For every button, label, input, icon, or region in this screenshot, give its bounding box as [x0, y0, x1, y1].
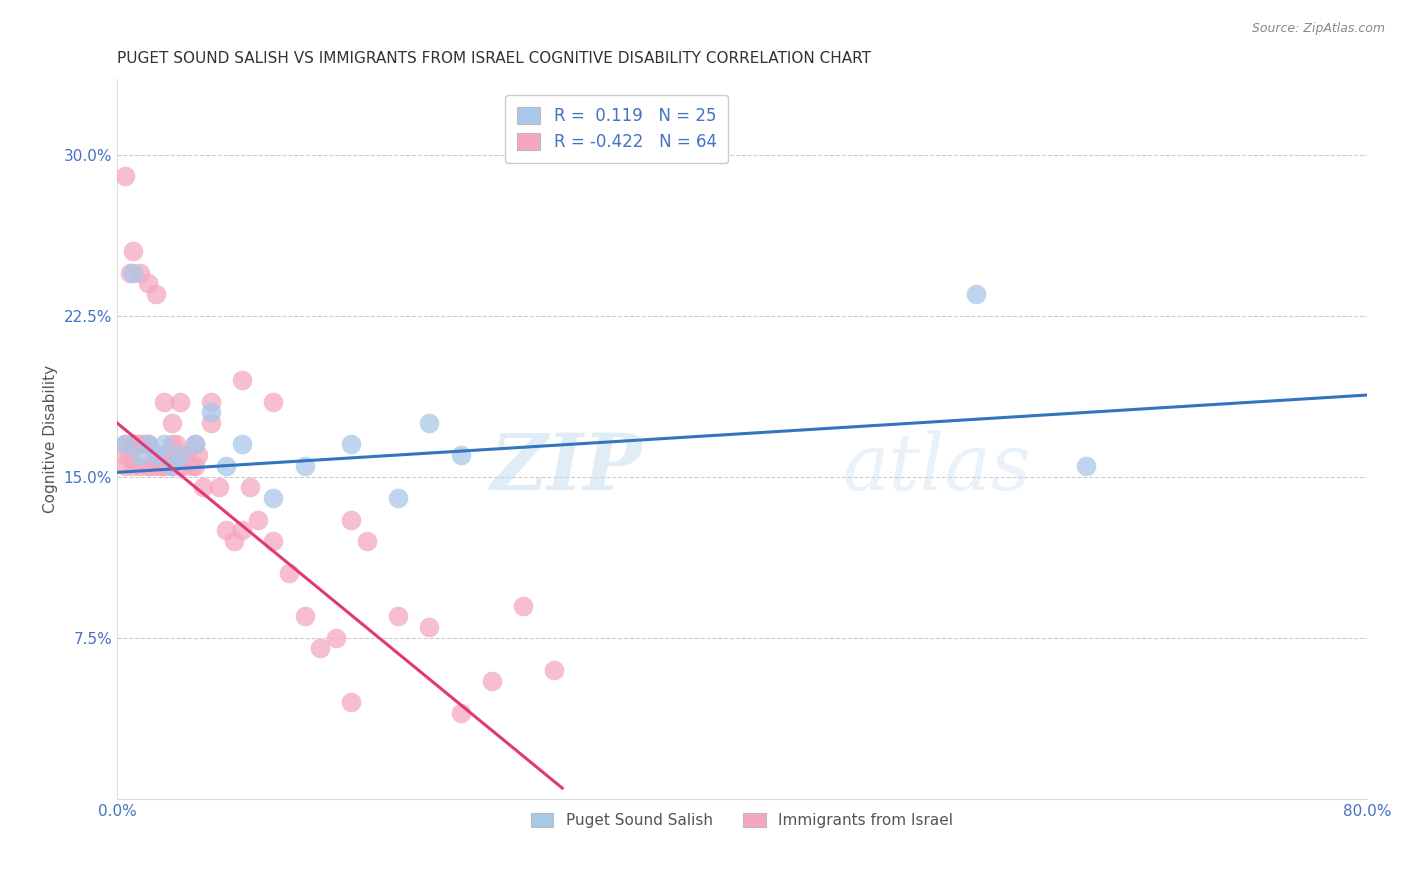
Point: [176, 448, 198, 462]
Point: [169, 458, 191, 473]
Point: [200, 416, 222, 430]
Text: PUGET SOUND SALISH VS IMMIGRANTS FROM ISRAEL COGNITIVE DISABILITY CORRELATION CH: PUGET SOUND SALISH VS IMMIGRANTS FROM IS…: [117, 51, 872, 66]
Point: [340, 695, 363, 709]
Point: [114, 437, 136, 451]
Point: [450, 706, 472, 720]
Point: [418, 620, 440, 634]
Point: [141, 458, 163, 473]
Point: [231, 373, 253, 387]
Point: [262, 394, 284, 409]
Point: [149, 458, 172, 473]
Point: [160, 458, 183, 473]
Point: [125, 437, 148, 451]
Point: [277, 566, 299, 581]
Point: [145, 448, 167, 462]
Point: [387, 609, 409, 624]
Point: [262, 534, 284, 549]
Point: [169, 394, 191, 409]
Point: [200, 405, 222, 419]
Legend: Puget Sound Salish, Immigrants from Israel: Puget Sound Salish, Immigrants from Isra…: [524, 806, 959, 834]
Point: [121, 244, 143, 259]
Point: [153, 448, 176, 462]
Point: [136, 458, 159, 473]
Point: [169, 448, 191, 462]
Text: Source: ZipAtlas.com: Source: ZipAtlas.com: [1251, 22, 1385, 36]
Point: [309, 641, 332, 656]
Point: [481, 673, 503, 688]
Point: [184, 437, 207, 451]
Point: [512, 599, 534, 613]
Point: [160, 416, 183, 430]
Point: [224, 534, 246, 549]
Point: [153, 394, 176, 409]
Point: [129, 448, 152, 462]
Point: [129, 458, 152, 473]
Point: [181, 458, 204, 473]
Point: [145, 458, 167, 473]
Point: [153, 458, 176, 473]
Point: [160, 458, 183, 473]
Point: [136, 437, 159, 451]
Point: [145, 448, 167, 462]
Point: [114, 437, 136, 451]
Point: [231, 524, 253, 538]
Point: [121, 437, 143, 451]
Point: [114, 458, 136, 473]
Point: [356, 534, 378, 549]
Point: [294, 609, 316, 624]
Point: [1074, 458, 1097, 473]
Point: [239, 480, 262, 494]
Point: [134, 437, 156, 451]
Point: [246, 513, 269, 527]
Point: [231, 437, 253, 451]
Point: [262, 491, 284, 505]
Point: [215, 524, 238, 538]
Point: [114, 169, 136, 183]
Point: [207, 480, 229, 494]
Point: [965, 287, 987, 301]
Text: ZIP: ZIP: [491, 430, 643, 506]
Point: [184, 437, 207, 451]
Point: [387, 491, 409, 505]
Point: [118, 266, 141, 280]
Point: [325, 631, 347, 645]
Point: [136, 277, 159, 291]
Point: [184, 458, 207, 473]
Text: atlas: atlas: [842, 430, 1031, 506]
Point: [187, 448, 209, 462]
Point: [172, 458, 194, 473]
Point: [191, 480, 214, 494]
Point: [121, 458, 143, 473]
Point: [160, 437, 183, 451]
Point: [129, 266, 152, 280]
Y-axis label: Cognitive Disability: Cognitive Disability: [44, 365, 58, 513]
Point: [200, 394, 222, 409]
Point: [340, 513, 363, 527]
Point: [543, 663, 565, 677]
Point: [114, 448, 136, 462]
Point: [121, 266, 143, 280]
Point: [156, 448, 179, 462]
Point: [129, 437, 152, 451]
Point: [294, 458, 316, 473]
Point: [136, 437, 159, 451]
Point: [153, 437, 176, 451]
Point: [118, 448, 141, 462]
Point: [340, 437, 363, 451]
Point: [165, 437, 187, 451]
Point: [418, 416, 440, 430]
Point: [215, 458, 238, 473]
Point: [450, 448, 472, 462]
Point: [145, 287, 167, 301]
Point: [169, 448, 191, 462]
